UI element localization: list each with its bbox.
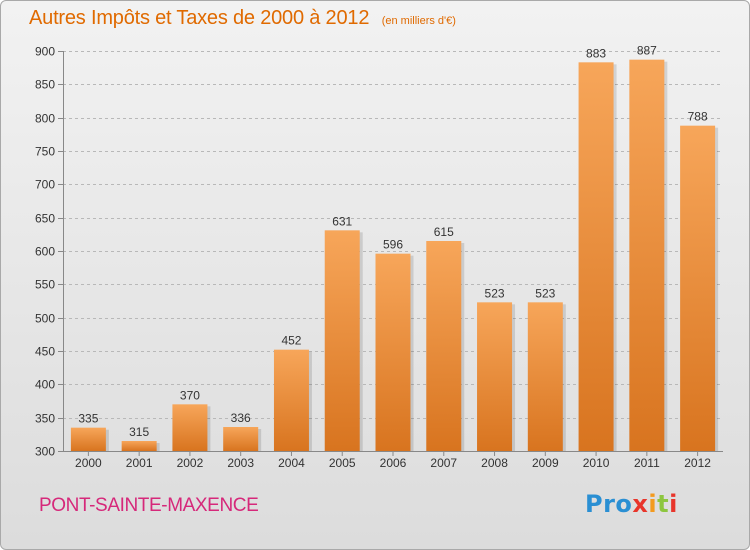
- y-tick-label: 350: [35, 412, 55, 426]
- x-tick-label: 2004: [278, 456, 305, 470]
- y-tick-label: 450: [35, 345, 55, 359]
- bar-2000: [70, 427, 106, 451]
- bar-2012: [680, 125, 716, 452]
- bar-2004: [273, 349, 309, 451]
- x-tick-label: 2011: [634, 456, 660, 470]
- x-tick-label: 2005: [329, 456, 356, 470]
- value-label: 315: [129, 425, 149, 439]
- bar-2007: [426, 241, 462, 451]
- y-tick-label: 900: [35, 45, 55, 59]
- proxiti-logo[interactable]: Proxiti: [585, 490, 678, 518]
- bar-2006: [375, 253, 411, 451]
- y-tick-label: 600: [35, 245, 55, 259]
- bar-2002: [172, 404, 208, 451]
- x-tick-label: 2010: [583, 456, 610, 470]
- value-label: 887: [637, 44, 657, 58]
- chart-title: Autres Impôts et Taxes de 2000 à 2012: [29, 7, 370, 29]
- y-tick-label: 850: [35, 78, 55, 92]
- chart-unit: (en milliers d'€): [381, 15, 456, 27]
- x-tick-label: 2008: [481, 456, 508, 470]
- chart-title-block: Autres Impôts et Taxes de 2000 à 2012 (e…: [29, 7, 456, 30]
- x-tick-label: 2012: [684, 456, 711, 470]
- y-tick-label: 650: [35, 212, 55, 226]
- value-label: 631: [332, 214, 352, 228]
- x-tick-label: 2009: [532, 456, 559, 470]
- x-tick-label: 2002: [177, 456, 204, 470]
- bar-2005: [324, 230, 360, 451]
- x-tick-label: 2000: [75, 456, 102, 470]
- y-tick-label: 500: [35, 312, 55, 326]
- y-tick-label: 550: [35, 278, 55, 292]
- value-label: 788: [688, 110, 708, 124]
- axis-layer: 300 350 400 450 500 550 600 650 700 750 800 850 900 2…: [35, 45, 723, 470]
- value-label: 615: [434, 225, 454, 239]
- value-label: 336: [231, 411, 251, 425]
- value-label: 370: [180, 388, 200, 402]
- value-label: 883: [586, 46, 606, 60]
- y-tick-label: 800: [35, 112, 55, 126]
- value-label: 335: [78, 412, 98, 426]
- value-label: 523: [485, 286, 505, 300]
- value-label: 452: [281, 334, 301, 348]
- bar-2010: [578, 62, 614, 451]
- bar-2008: [477, 302, 513, 451]
- value-label: 596: [383, 238, 403, 252]
- y-tick-label: 750: [35, 145, 55, 159]
- x-tick-label: 2001: [126, 456, 153, 470]
- city-name: PONT-SAINTE-MAXENCE: [39, 495, 259, 516]
- x-tick-label: 2006: [380, 456, 407, 470]
- bar-2003: [223, 427, 259, 451]
- y-tick-label: 300: [35, 445, 55, 459]
- y-tick-label: 400: [35, 378, 55, 392]
- bar-layer: [70, 59, 719, 452]
- label-layer: 335 315 370 336 452 631 596 615 523 523 883 887 788: [78, 44, 708, 439]
- bar-2011: [629, 59, 665, 452]
- bar-2001: [121, 441, 157, 451]
- x-tick-label: 2007: [430, 456, 457, 470]
- y-tick-label: 700: [35, 178, 55, 192]
- bar-2009: [527, 302, 563, 451]
- x-tick-label: 2003: [227, 456, 254, 470]
- value-label: 523: [535, 286, 555, 300]
